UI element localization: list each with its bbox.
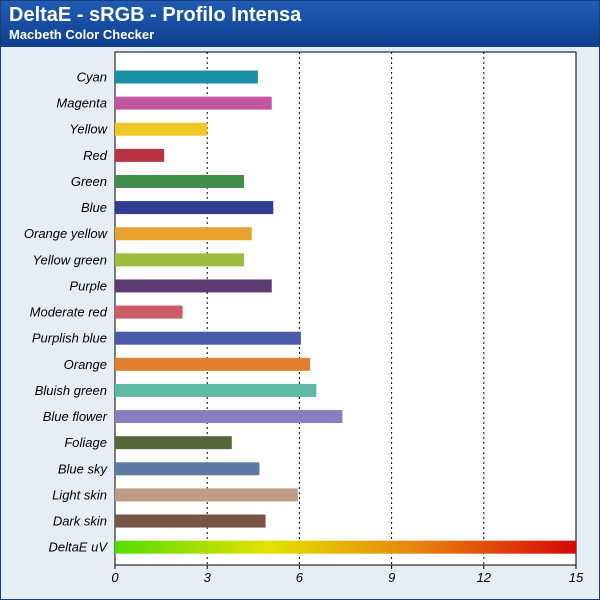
x-tick-label: 12 [477,570,492,585]
category-label: Cyan [77,70,107,85]
category-label: Dark skin [53,514,107,529]
bar-green [115,174,245,188]
bar-deltae-uv [115,540,576,554]
x-axis-ticks: 0 3 6 9 12 15 [111,565,584,585]
category-label: Moderate red [30,305,108,320]
bar-foliage [115,436,232,450]
x-tick-label: 3 [204,570,212,585]
chart-subtitle: Macbeth Color Checker [9,27,155,42]
grid-lines [206,52,485,565]
category-label: Purplish blue [32,331,107,346]
bar-yellow-green [115,253,245,267]
category-label: DeltaE uV [48,540,108,555]
category-label: Blue flower [43,409,108,424]
bar-purplish-blue [115,331,301,345]
category-label: Orange yellow [24,226,109,241]
bar-bluish-green [115,383,317,397]
bar-magenta [115,96,272,110]
category-labels: Cyan Magenta Yellow Red Green Blue Orange yell… [24,70,109,555]
bar-blue-flower [115,410,343,424]
bar-orange [115,357,311,371]
category-label: Blue sky [58,461,109,476]
chart-header: DeltaE - sRGB - Profilo Intensa Macbeth … [1,1,599,47]
category-label: Light skin [52,487,107,502]
bar-cyan [115,70,258,84]
bar-orange-yellow [115,227,252,241]
bars [115,70,576,554]
x-tick-label: 0 [111,570,119,585]
category-label: Yellow [69,122,108,137]
category-label: Foliage [64,435,107,450]
category-label: Green [71,174,107,189]
plot-area [114,51,577,566]
category-label: Magenta [56,96,107,111]
bar-blue [115,201,274,215]
bar-dark-skin [115,514,266,528]
x-tick-label: 15 [569,570,584,585]
bar-moderate-red [115,305,183,319]
bar-yellow [115,122,208,136]
chart-title: DeltaE - sRGB - Profilo Intensa [9,4,302,26]
category-label: Purple [69,278,107,293]
category-label: Orange [64,357,107,372]
bar-red [115,148,165,162]
x-tick-label: 9 [388,570,395,585]
bar-light-skin [115,488,298,502]
category-label: Bluish green [35,383,107,398]
bar-blue-sky [115,462,260,476]
x-tick-label: 6 [296,570,304,585]
bar-purple [115,279,272,293]
category-label: Red [83,148,108,163]
category-label: Yellow green [33,252,107,267]
category-label: Blue [81,200,107,215]
